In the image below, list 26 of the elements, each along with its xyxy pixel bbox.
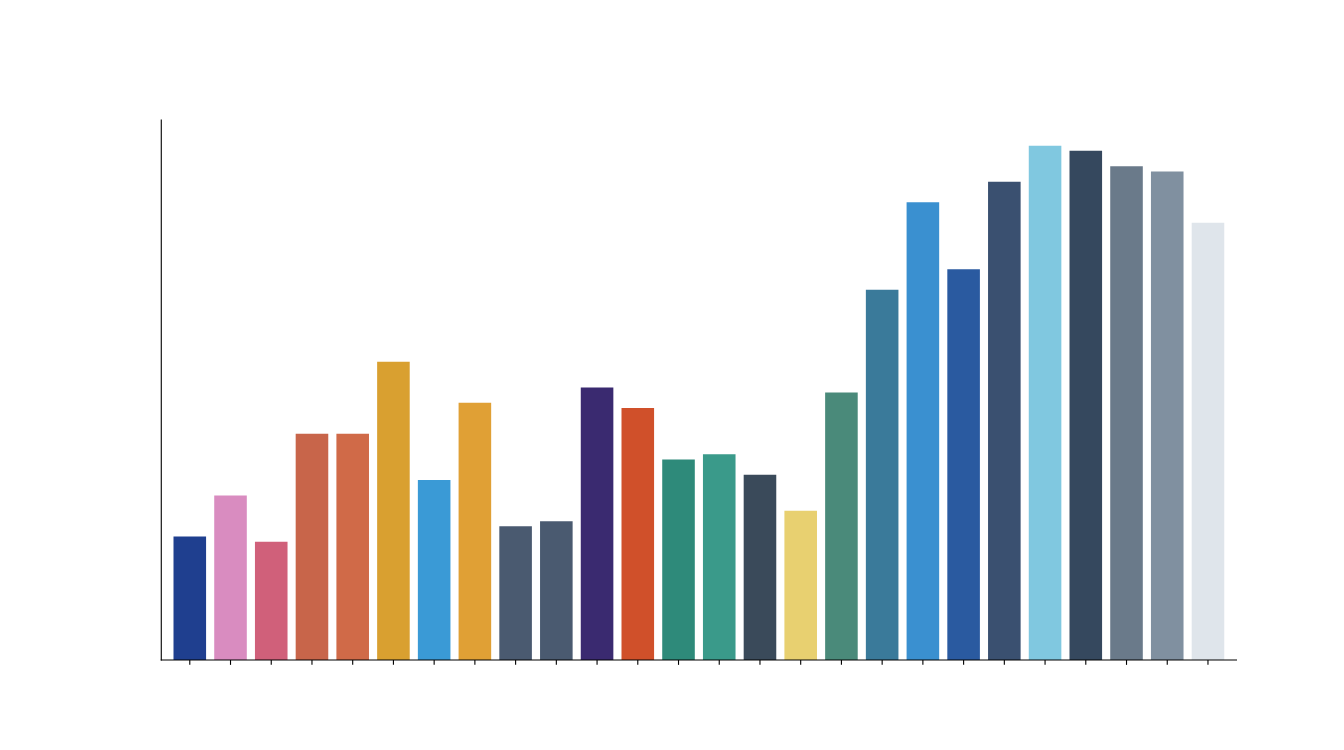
bar bbox=[784, 510, 817, 660]
bar bbox=[254, 541, 288, 660]
bar bbox=[1150, 171, 1184, 660]
bar bbox=[295, 433, 329, 660]
bar bbox=[580, 387, 614, 660]
bar bbox=[947, 269, 980, 660]
bar bbox=[1028, 145, 1062, 660]
bar bbox=[458, 402, 492, 660]
bar bbox=[743, 474, 777, 660]
bar bbox=[173, 536, 207, 660]
bar bbox=[1069, 150, 1103, 660]
bar bbox=[377, 361, 410, 660]
bar bbox=[621, 408, 655, 660]
bar bbox=[865, 289, 899, 660]
bar bbox=[1191, 222, 1225, 660]
bar bbox=[214, 495, 247, 660]
bar bbox=[1110, 166, 1143, 660]
bar bbox=[906, 202, 940, 660]
bar bbox=[662, 459, 695, 660]
bar bbox=[540, 521, 573, 660]
bar bbox=[702, 454, 736, 660]
bar bbox=[825, 392, 858, 660]
bar bbox=[988, 181, 1021, 660]
bar bbox=[417, 480, 451, 660]
bar bbox=[499, 526, 532, 660]
bar bbox=[336, 433, 369, 660]
